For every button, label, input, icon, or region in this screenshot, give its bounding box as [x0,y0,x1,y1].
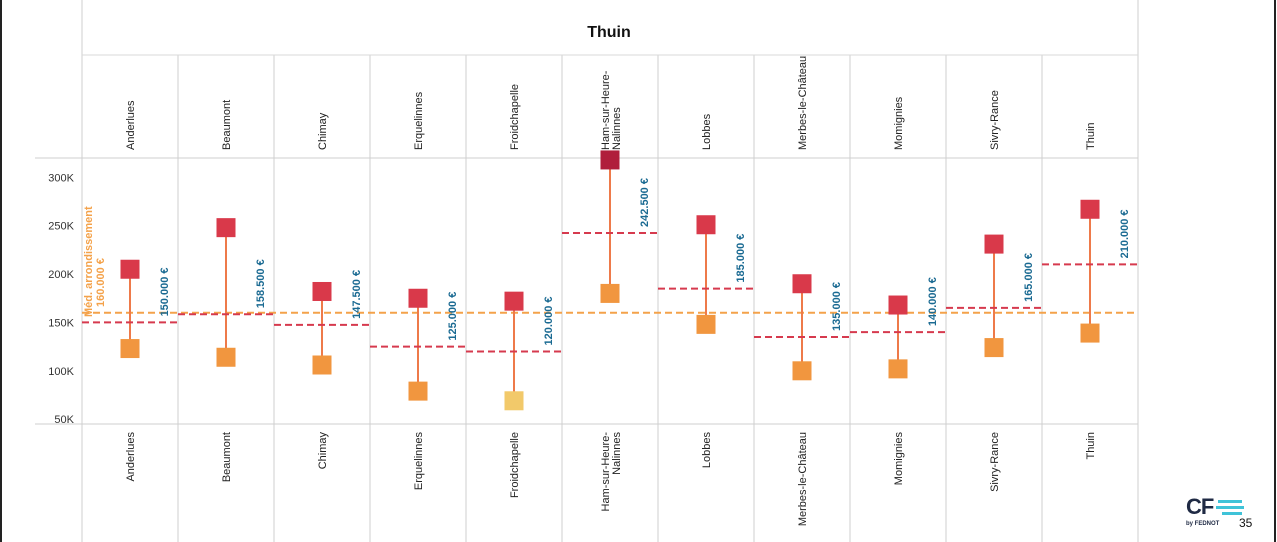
column-header-category: Anderlues [125,100,137,150]
median-value-label: 158.500 € [255,259,267,308]
column-header-category: Chimay [317,112,329,150]
median-value-label: 185.000 € [735,234,747,283]
low-marker [696,314,716,334]
low-marker [408,381,428,401]
y-tick-label: 50K [54,414,74,426]
row-label-category: Ham-sur-Heure-Nalinnes [600,432,623,512]
row-label-category: Sivry-Rance [989,432,1001,492]
median-value-label: 210.000 € [1119,209,1131,258]
column-header-category: Lobbes [701,113,713,150]
median-value-label: 125.000 € [447,292,459,341]
y-tick-label: 200K [48,269,74,281]
high-marker [1080,199,1100,219]
high-marker [408,288,428,308]
high-marker [312,281,332,301]
page-number: 35 [1239,516,1253,530]
low-marker [984,338,1004,358]
low-marker [1080,323,1100,343]
category-line: Ham-sur-Heure- [600,432,612,512]
logo-subtext: by FEDNOT [1186,521,1220,527]
high-marker [504,291,524,311]
low-marker [600,283,620,303]
y-tick-label: 100K [48,366,74,378]
high-marker [696,215,716,235]
low-marker [120,339,140,359]
row-label-category: Anderlues [125,432,137,482]
column-header-category: Momignies [893,96,905,150]
logo-cf-text: CF [1186,494,1214,519]
cf-fednot-logo: CF by FEDNOT [1186,494,1244,538]
low-marker [312,355,332,375]
column-header-category: Sivry-Rance [989,90,1001,150]
chart-title: Thuin [587,24,631,41]
row-label-category: Momignies [893,432,905,486]
column-header-category: Beaumont [221,100,233,150]
low-marker [504,391,524,411]
high-marker [984,234,1004,254]
y-tick-label: 300K [48,172,74,184]
y-tick-label: 250K [48,221,74,233]
low-marker [888,359,908,379]
high-marker [888,295,908,315]
category-line: Nalinnes [611,107,623,150]
high-marker [792,274,812,294]
median-value-label: 165.000 € [1023,253,1035,302]
row-label-category: Chimay [317,432,329,470]
right-border [1274,0,1276,542]
median-value-label: 135.000 € [831,282,843,331]
left-border [0,0,2,542]
median-value-label: 150.000 € [159,267,171,316]
median-value-label: 242.500 € [639,178,651,227]
median-value-label: 147.500 € [351,270,363,319]
high-marker [216,218,236,238]
column-header-category: Erquelinnes [413,91,425,150]
column-header-category: Merbes-le-Château [797,56,809,150]
reference-label: Méd. arrondissement [83,206,95,317]
y-tick-label: 150K [48,317,74,329]
category-line: Nalinnes [611,432,623,475]
row-label-category: Merbes-le-Château [797,432,809,526]
low-marker [792,361,812,381]
row-label-category: Erquelinnes [413,432,425,491]
logo-bars-icon [1216,500,1244,515]
column-header-category: Froidchapelle [509,84,521,150]
median-value-label: 140.000 € [927,277,939,326]
category-line: Ham-sur-Heure- [600,70,612,150]
row-label-category: Froidchapelle [509,432,521,498]
row-label-category: Beaumont [221,432,233,482]
column-header-category: Ham-sur-Heure-Nalinnes [600,70,623,150]
column-header-category: Thuin [1085,122,1097,150]
reference-value-label: 160.000 € [95,258,107,307]
median-value-label: 120.000 € [543,297,555,346]
high-marker [120,259,140,279]
row-label-category: Thuin [1085,432,1097,460]
high-marker [600,150,620,170]
low-marker [216,347,236,367]
row-label-category: Lobbes [701,432,713,469]
